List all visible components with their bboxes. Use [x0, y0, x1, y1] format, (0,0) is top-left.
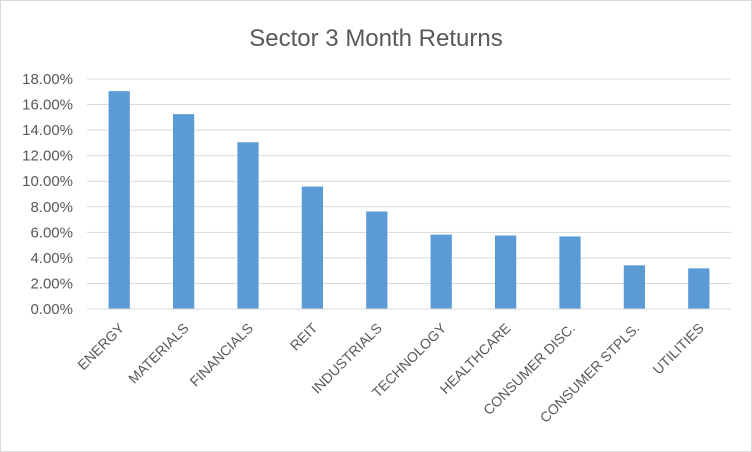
y-tick-label: 2.00%: [30, 275, 73, 292]
chart-title: Sector 3 Month Returns: [249, 25, 502, 52]
y-tick-label: 0.00%: [30, 301, 73, 318]
bar-financials: [237, 142, 259, 309]
y-axis-tick-labels: 0.00% 2.00% 4.00% 6.00% 8.00% 10.00% 12.00% 14.…: [22, 71, 73, 318]
bars: [108, 91, 710, 309]
y-tick-label: 8.00%: [30, 199, 73, 216]
bar-consumer-disc: [559, 236, 581, 309]
bar-consumer-stpls: [623, 265, 646, 309]
x-category-label: MATERIALS: [125, 320, 192, 387]
x-category-label: ENERGY: [74, 319, 128, 373]
y-tick-label: 16.00%: [22, 97, 73, 114]
bar-reit: [301, 186, 324, 309]
bar-utilities: [688, 268, 710, 309]
x-category-label: REIT: [287, 319, 321, 353]
bar-energy: [108, 91, 130, 309]
y-tick-label: 18.00%: [22, 71, 73, 88]
y-tick-label: 14.00%: [22, 122, 73, 139]
x-category-label: UTILITIES: [649, 320, 707, 378]
bar-technology: [430, 234, 452, 309]
bar-industrials: [366, 211, 388, 309]
y-tick-label: 10.00%: [22, 173, 73, 190]
bar-materials: [172, 114, 195, 309]
bar-healthcare: [494, 235, 517, 309]
y-tick-label: 4.00%: [30, 250, 73, 267]
y-tick-label: 12.00%: [22, 148, 73, 165]
x-category-label: FINANCIALS: [186, 320, 256, 390]
y-tick-label: 6.00%: [30, 224, 73, 241]
gridlines: [87, 78, 731, 284]
